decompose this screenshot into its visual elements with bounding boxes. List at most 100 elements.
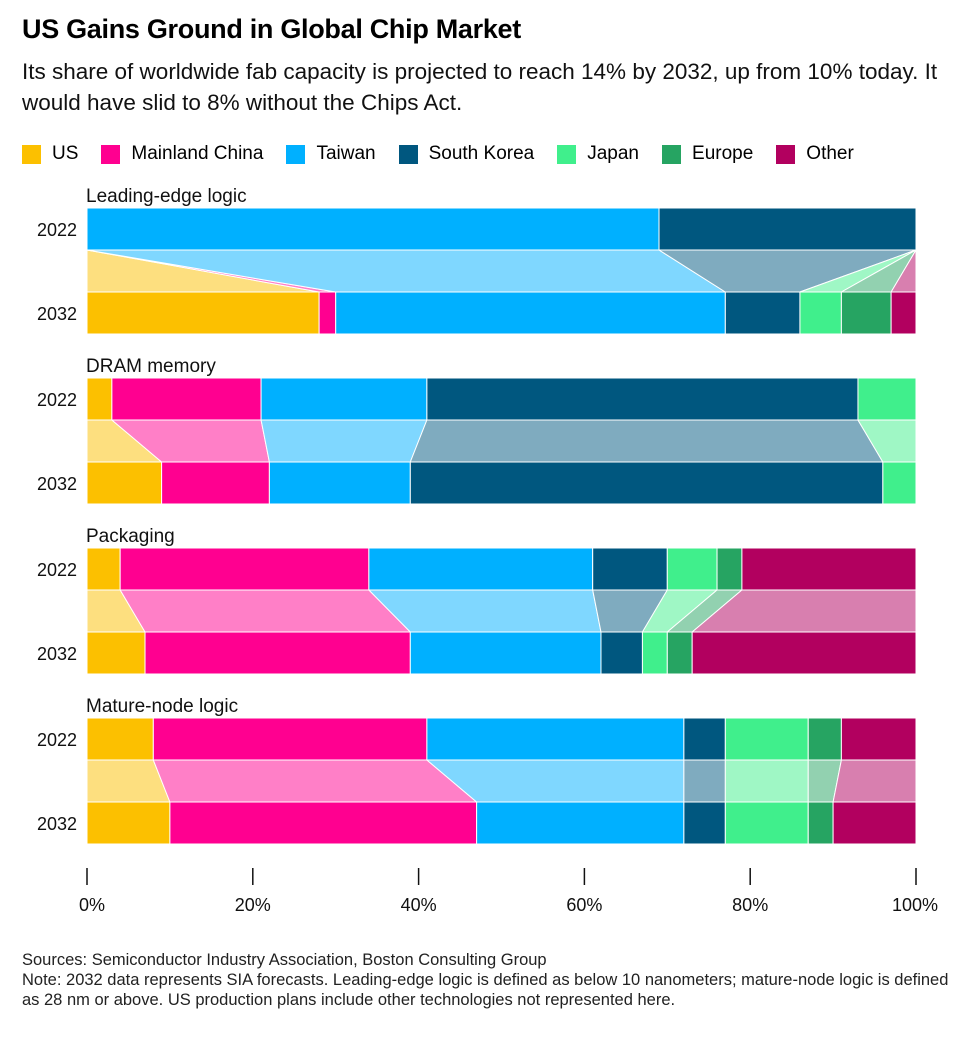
chart-subtitle: Its share of worldwide fab capacity is p…: [22, 59, 938, 115]
bar-segment-south-korea: [409, 461, 884, 505]
legend-swatch: [662, 144, 682, 164]
bar-segment-japan: [799, 291, 842, 335]
legend-swatch: [101, 144, 121, 164]
legend-label: Other: [806, 143, 854, 164]
bar-segment-taiwan: [260, 377, 428, 421]
bar-segment-taiwan: [426, 717, 685, 761]
x-tick-label: 40%: [401, 895, 437, 915]
bar-segment-south-korea: [658, 207, 917, 251]
legend-item-other: Other: [776, 143, 854, 165]
bar-segment-south-korea: [724, 291, 801, 335]
bar-segment-us: [86, 801, 171, 845]
bar-segment-mainland-china: [152, 717, 428, 761]
bar-segment-south-korea: [683, 717, 726, 761]
bar-segment-south-korea: [426, 377, 859, 421]
bar-segment-other: [832, 801, 917, 845]
legend-label: Europe: [692, 143, 754, 164]
legend-item-south-korea: South Korea: [398, 143, 535, 165]
bar-segment-us: [86, 377, 113, 421]
stacked-bar-chart: Leading-edge logic 2022 2032 DRAM memory 202…: [37, 186, 938, 915]
chart-footer: Sources: Semiconductor Industry Associat…: [22, 950, 952, 1010]
bar-segment-south-korea: [683, 801, 726, 845]
year-label: 2022: [37, 730, 77, 750]
bar-segment-taiwan: [86, 207, 660, 251]
bar-segment-taiwan: [268, 461, 411, 505]
legend-label: Japan: [587, 143, 640, 164]
bar-segment-south-korea: [600, 631, 643, 675]
bar-segment-us: [86, 717, 154, 761]
legend-swatch: [776, 144, 796, 164]
note-text: Note: 2032 data represents SIA forecasts…: [22, 971, 949, 1009]
bar-segment-mainland-china: [318, 291, 337, 335]
legend-swatch: [286, 144, 306, 164]
bar-segment-europe: [716, 547, 743, 591]
bar-segment-taiwan: [368, 547, 594, 591]
year-label: 2022: [37, 560, 77, 580]
legend-swatch: [22, 144, 41, 164]
year-label: 2032: [37, 474, 77, 494]
connector-mainland-china: [152, 759, 478, 803]
bar-segment-europe: [666, 631, 693, 675]
bar-segment-south-korea: [592, 547, 668, 591]
year-label: 2032: [37, 644, 77, 664]
legend-swatch: [557, 144, 577, 164]
group-label: Leading-edge logic: [86, 186, 247, 207]
legend-label: South Korea: [428, 143, 535, 164]
bar-segment-other: [691, 631, 917, 675]
legend-item-japan: Japan: [557, 143, 639, 165]
connector-south-korea: [683, 759, 726, 803]
group-label: Packaging: [86, 526, 175, 547]
bar-segment-mainland-china: [144, 631, 411, 675]
bar-segment-japan: [724, 801, 809, 845]
connector-south-korea: [409, 419, 884, 463]
legend-item-europe: Europe: [662, 143, 753, 165]
bar-segment-japan: [882, 461, 917, 505]
chart-title: US Gains Ground in Global Chip Market: [22, 14, 521, 44]
connector-taiwan: [260, 419, 428, 463]
bar-segment-japan: [724, 717, 809, 761]
bar-segment-us: [86, 631, 146, 675]
legend-label: Mainland China: [131, 143, 264, 164]
group-label: DRAM memory: [86, 356, 216, 377]
group-label: Mature-node logic: [86, 696, 238, 717]
connector-mainland-china: [119, 589, 412, 633]
legend-item-us: US: [22, 143, 78, 165]
year-label: 2022: [37, 220, 77, 240]
legend-swatch: [398, 144, 418, 164]
x-tick-label: 0%: [79, 895, 105, 915]
bar-segment-other: [890, 291, 917, 335]
x-tick-label: 80%: [732, 895, 768, 915]
legend-item-mainland-china: Mainland China: [101, 143, 263, 165]
bar-segment-mainland-china: [111, 377, 262, 421]
legend-label: Taiwan: [316, 143, 376, 164]
bar-segment-us: [86, 461, 163, 505]
bar-segment-us: [86, 547, 121, 591]
bar-segment-taiwan: [409, 631, 602, 675]
bar-segment-taiwan: [335, 291, 726, 335]
connector-japan: [724, 759, 809, 803]
bar-segment-mainland-china: [161, 461, 270, 505]
bar-segment-europe: [807, 717, 842, 761]
bar-segment-europe: [807, 801, 834, 845]
x-tick-label: 100%: [892, 895, 938, 915]
connector-other: [832, 759, 917, 803]
bar-segment-other: [840, 717, 917, 761]
legend: US Mainland China Taiwan South Korea Jap…: [22, 142, 877, 166]
year-label: 2032: [37, 814, 77, 834]
bar-segment-us: [86, 291, 320, 335]
bar-segment-other: [741, 547, 917, 591]
legend-item-taiwan: Taiwan: [286, 143, 376, 165]
bar-segment-japan: [641, 631, 668, 675]
legend-label: US: [52, 143, 79, 164]
year-label: 2032: [37, 304, 77, 324]
x-tick-label: 20%: [235, 895, 271, 915]
bar-segment-japan: [857, 377, 917, 421]
sources-text: Sources: Semiconductor Industry Associat…: [22, 951, 547, 969]
year-label: 2022: [37, 390, 77, 410]
bar-segment-europe: [840, 291, 892, 335]
bar-segment-mainland-china: [119, 547, 370, 591]
bar-segment-taiwan: [476, 801, 685, 845]
connector-taiwan: [367, 589, 602, 633]
bar-segment-mainland-china: [169, 801, 478, 845]
x-tick-label: 60%: [566, 895, 602, 915]
